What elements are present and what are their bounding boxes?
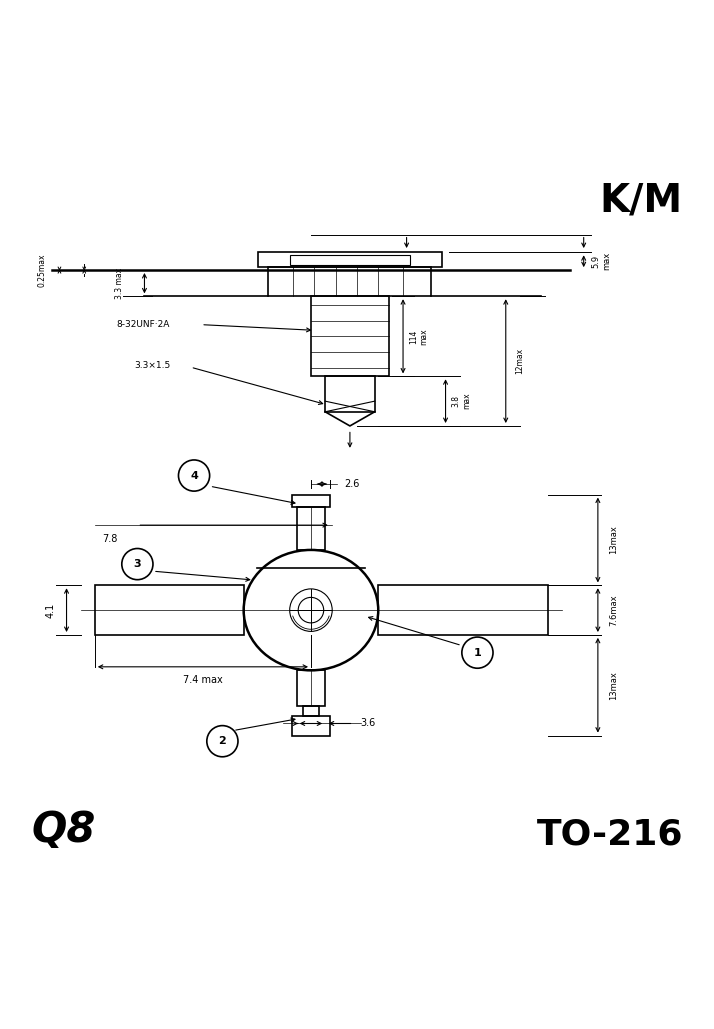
Bar bbox=[303, 706, 318, 716]
Text: 2: 2 bbox=[218, 736, 226, 746]
Bar bbox=[290, 255, 410, 265]
Text: 1: 1 bbox=[473, 647, 481, 658]
Text: 2.6: 2.6 bbox=[344, 480, 360, 489]
Bar bbox=[311, 296, 389, 377]
Bar bbox=[95, 586, 243, 635]
Text: 4.1: 4.1 bbox=[46, 603, 56, 617]
Text: 7.6max: 7.6max bbox=[609, 595, 618, 626]
Text: 4: 4 bbox=[190, 470, 198, 481]
Text: Q8: Q8 bbox=[31, 809, 96, 851]
Bar bbox=[378, 586, 548, 635]
Text: 3.6: 3.6 bbox=[361, 718, 376, 729]
Text: 0.25max: 0.25max bbox=[37, 253, 46, 287]
Bar bbox=[258, 252, 442, 267]
Text: K/M: K/M bbox=[600, 181, 683, 219]
Text: 13max: 13max bbox=[609, 671, 618, 700]
Text: 13max: 13max bbox=[609, 526, 618, 555]
Text: 3.8
max: 3.8 max bbox=[451, 393, 471, 410]
Text: 12max: 12max bbox=[516, 348, 525, 375]
Text: 8-32UNF·2A: 8-32UNF·2A bbox=[116, 320, 169, 329]
Text: 3.3×1.5: 3.3×1.5 bbox=[134, 361, 170, 370]
Text: TO-216: TO-216 bbox=[536, 817, 683, 851]
Text: 114
max: 114 max bbox=[409, 328, 428, 345]
Bar bbox=[292, 495, 330, 507]
Bar bbox=[297, 507, 325, 549]
Bar bbox=[325, 377, 375, 412]
Bar bbox=[297, 670, 325, 706]
Text: 5.9
max: 5.9 max bbox=[592, 252, 611, 271]
Text: 3.3 max: 3.3 max bbox=[115, 268, 124, 298]
Bar bbox=[268, 267, 431, 296]
Text: 3: 3 bbox=[134, 559, 141, 569]
Text: 7.4 max: 7.4 max bbox=[183, 675, 223, 685]
Bar bbox=[292, 716, 330, 736]
Text: 7.8: 7.8 bbox=[102, 534, 117, 543]
